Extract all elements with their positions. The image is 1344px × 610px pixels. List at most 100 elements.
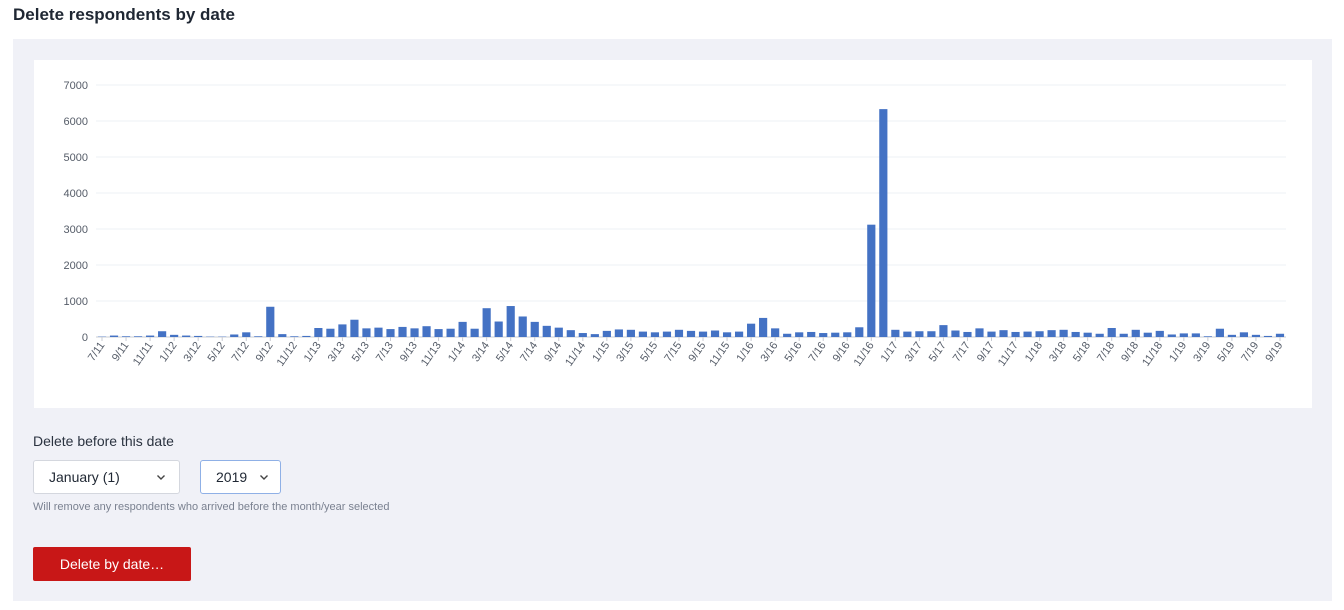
bar (470, 328, 479, 337)
x-tick-label: 11/14 (563, 340, 588, 369)
bar (819, 333, 828, 337)
bar (915, 331, 924, 337)
bar (722, 332, 732, 337)
x-tick-label: 3/14 (470, 340, 492, 364)
bar (698, 331, 708, 337)
bar (614, 329, 623, 337)
bar (542, 325, 551, 337)
bar (182, 335, 191, 337)
x-tick-label: 9/11 (110, 340, 132, 364)
bar (338, 324, 347, 337)
x-tick-label: 3/17 (903, 340, 925, 364)
bar (975, 328, 984, 337)
bar (278, 334, 287, 337)
bar (230, 334, 239, 337)
bar (1239, 332, 1249, 337)
bar (1131, 329, 1140, 337)
x-tick-label: 3/12 (182, 340, 204, 364)
x-tick-label: 3/18 (1047, 340, 1069, 364)
bar (759, 317, 768, 337)
x-tick-label: 9/16 (831, 340, 853, 364)
bar (843, 332, 852, 337)
bar (674, 329, 684, 337)
year-select[interactable]: 2019 (200, 460, 281, 494)
bar (566, 330, 575, 337)
bar (602, 330, 611, 337)
x-tick-label: 11/16 (852, 340, 877, 369)
bar (1059, 329, 1068, 337)
bar (362, 328, 371, 337)
bar (963, 331, 972, 337)
x-tick-label: 7/15 (662, 340, 684, 364)
bar (638, 331, 648, 337)
bar (903, 331, 912, 337)
y-tick-label: 4000 (64, 188, 88, 200)
bar (831, 332, 840, 337)
delete-by-date-button[interactable]: Delete by date… (33, 547, 191, 581)
x-tick-label: 11/12 (275, 340, 300, 369)
bar (302, 335, 311, 337)
bar (121, 336, 131, 337)
bar (686, 330, 696, 337)
y-tick-label: 6000 (64, 116, 88, 128)
bar (506, 306, 515, 337)
x-tick-label: 1/14 (446, 340, 468, 364)
bar (867, 224, 876, 337)
bar (795, 332, 804, 337)
month-select[interactable]: January (1) (33, 460, 180, 494)
bar (1251, 334, 1261, 337)
chevron-down-icon (157, 475, 165, 480)
x-tick-label: 5/18 (1071, 340, 1093, 364)
bar (1071, 331, 1080, 337)
bar (254, 336, 263, 337)
bar (1191, 333, 1200, 337)
x-tick-label: 5/15 (638, 340, 660, 364)
bar (1263, 335, 1273, 337)
x-tick-label: 11/11 (131, 340, 156, 368)
bar (1035, 331, 1044, 337)
bar (1155, 330, 1164, 337)
x-tick-label: 11/13 (419, 340, 444, 369)
x-tick-label: 1/13 (302, 340, 324, 364)
bar (939, 325, 948, 337)
x-tick-label: 1/17 (879, 340, 901, 364)
bar (578, 333, 587, 337)
month-select-value: January (1) (49, 469, 120, 485)
bar (650, 332, 660, 337)
bar (530, 321, 539, 337)
x-tick-label: 5/12 (206, 340, 228, 364)
bar (1023, 331, 1032, 337)
x-tick-label: 9/19 (1263, 340, 1285, 364)
x-tick-label: 1/16 (734, 340, 756, 364)
bar (494, 321, 503, 337)
bar (1083, 332, 1092, 337)
bar (422, 326, 431, 337)
delete-by-date-panel: 0 1000 2000 3000 4000 5000 6000 7000 7/11 9/11 11/… (13, 39, 1332, 601)
bar (146, 335, 155, 337)
bar (133, 336, 143, 337)
x-tick-label: 9/18 (1119, 340, 1141, 364)
bar (314, 328, 323, 337)
bar (446, 328, 455, 337)
bar (350, 319, 359, 337)
bar (879, 109, 888, 337)
bar (1275, 333, 1285, 337)
bar (771, 328, 780, 337)
x-tick-label: 9/15 (686, 340, 708, 364)
y-tick-label: 5000 (64, 152, 88, 164)
bar (1179, 333, 1188, 337)
x-tick-label: 3/13 (326, 340, 348, 364)
bar (158, 331, 167, 337)
y-tick-label: 7000 (64, 80, 88, 92)
bar (1047, 330, 1056, 337)
bar (290, 336, 299, 337)
y-tick-label: 0 (82, 332, 88, 344)
x-tick-label: 1/18 (1023, 340, 1045, 364)
bar (951, 330, 960, 337)
bar (1227, 334, 1236, 337)
bar (410, 328, 419, 337)
respondents-chart: 0 1000 2000 3000 4000 5000 6000 7000 7/11 9/11 11/… (34, 60, 1312, 408)
bar (266, 306, 275, 337)
x-tick-label: 9/12 (254, 340, 276, 364)
